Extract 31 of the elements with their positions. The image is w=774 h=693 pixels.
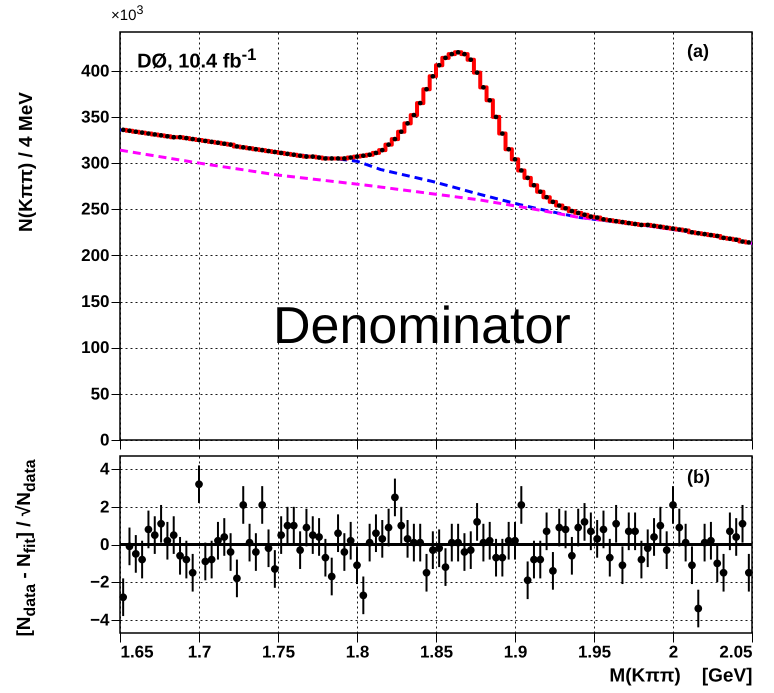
y-tick-label: 0	[100, 535, 110, 554]
x-tick-label: 1.65	[120, 642, 154, 662]
x-tick-label: 1.8	[346, 642, 370, 662]
x-tick-label: 1.75	[262, 642, 296, 662]
y-tick-label: 4	[100, 460, 110, 479]
x-axis-title: M(Kππ) [GeV]	[609, 666, 752, 686]
y-tick-label: 250	[81, 200, 110, 219]
annotation: DØ, 10.4 fb$^{-1}$	[137, 45, 256, 74]
line-series	[120, 148, 752, 245]
y-tick-label: 0	[100, 430, 110, 450]
annotation: (a)	[686, 41, 709, 62]
y-tick-label: 300	[81, 154, 110, 173]
y-tick-label: 200	[81, 246, 110, 265]
annotation: (b)	[686, 466, 710, 488]
x-tick-label: 1.9	[504, 642, 528, 662]
annotation: Denominator	[273, 296, 571, 356]
y-tick-label: 2	[100, 497, 110, 516]
y-tick-label: 350	[81, 107, 110, 126]
y-tick-label: 50	[90, 384, 110, 404]
y-tick-label: 400	[81, 61, 110, 80]
x-tick-label: 1.7	[188, 642, 212, 662]
text: ×10$^{3}$	[111, 3, 144, 24]
x-tick-label: 1.85	[420, 642, 454, 662]
x-tick-label: 2	[668, 642, 678, 662]
y-tick-label: 100	[81, 338, 110, 358]
y-tick-label: −4	[90, 610, 110, 630]
x-tick-label: 2.05	[719, 642, 752, 662]
y-tick-label: 150	[81, 292, 110, 312]
y-tick-label: −2	[90, 572, 110, 592]
x-tick-label: 1.95	[578, 642, 612, 662]
y-axis-title: N(Kππ) / 4 MeV	[16, 92, 38, 232]
